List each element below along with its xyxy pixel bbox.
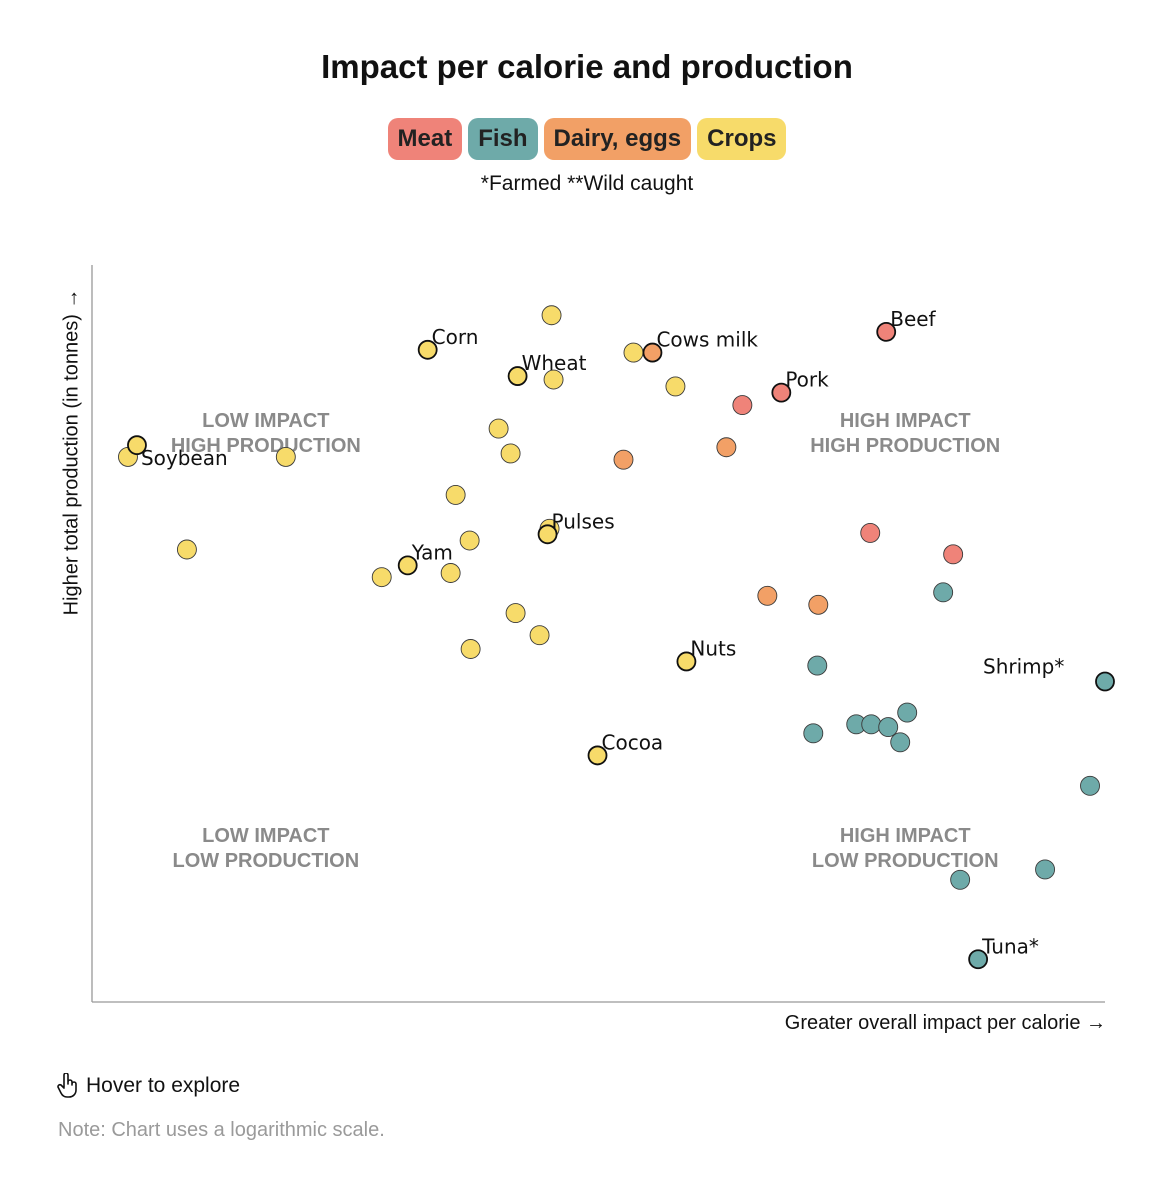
data-point-crops[interactable]: Wheat — Crops (507, 366, 528, 386)
data-point-fish[interactable]: Fish (1080, 775, 1100, 796)
data-point-meat[interactable]: Meat (860, 522, 881, 543)
data-point-fish[interactable]: Tuna* — Fish (968, 949, 989, 970)
data-point-crops[interactable]: Crops (445, 484, 466, 505)
quadrant-label: LOW IMPACT LOW PRODUCTION (173, 825, 360, 872)
data-point-fish[interactable]: Fish (807, 655, 828, 676)
point-label: Soybean (141, 446, 228, 470)
point-label: Cows milk (656, 328, 758, 352)
quadrant-label: HIGH IMPACT HIGH PRODUCTION (810, 410, 1000, 457)
legend: Meat Fish Dairy, eggs Crops (0, 118, 1174, 160)
data-point-meat[interactable]: Meat (732, 395, 753, 416)
data-point-fish[interactable]: Fish (950, 869, 971, 890)
data-point-crops[interactable]: Crops (488, 418, 509, 439)
scatter-plot: LOW IMPACT HIGH PRODUCTION HIGH IMPACT HIGH… (91, 265, 1115, 1003)
data-point-crops[interactable]: Crops (460, 639, 481, 659)
data-point-fish[interactable]: Fish (803, 723, 824, 744)
chart-title: Impact per calorie and production (321, 48, 853, 85)
data-point-crops[interactable]: Crops (665, 376, 686, 397)
data-point-crops[interactable]: Corn — Crops (417, 339, 438, 360)
data-point-dairy-eggs[interactable]: Dairy, eggs (613, 449, 634, 470)
point-label: Tuna* (981, 934, 1039, 958)
point-label: Nuts (690, 636, 736, 660)
data-point-fish[interactable]: Fish (1035, 859, 1056, 880)
data-point-crops[interactable]: Crops (529, 625, 550, 646)
data-point-crops[interactable]: Crops (275, 446, 296, 467)
data-point-crops[interactable]: Cocoa — Crops (587, 745, 608, 766)
hover-hint: Hover to explore (56, 1073, 240, 1099)
data-point-fish[interactable]: Fish (933, 582, 954, 603)
data-point-crops[interactable]: Crops (440, 563, 461, 583)
point-label: Yam (411, 540, 453, 564)
data-point-fish[interactable]: Shrimp* — Fish (1095, 671, 1115, 692)
data-point-crops[interactable]: Yam — Crops (397, 555, 418, 576)
quadrant-label: LOW IMPACT HIGH PRODUCTION (171, 410, 361, 457)
point-label: Shrimp* (983, 654, 1064, 678)
point-label: Wheat (522, 351, 587, 375)
quadrant-label: HIGH IMPACT LOW PRODUCTION (812, 825, 999, 872)
data-point-crops[interactable]: Crops (541, 305, 562, 326)
x-axis-label: Greater overall impact per calorie → (784, 1012, 1106, 1034)
legend-dairy-eggs[interactable]: Dairy, eggs (543, 118, 692, 160)
data-point-meat[interactable]: Meat (943, 544, 964, 565)
data-point-crops[interactable]: Crops (459, 530, 480, 551)
point-label: Pulses (552, 509, 615, 533)
data-point-meat[interactable]: Beef — Meat (876, 321, 897, 342)
data-point-crops[interactable]: Crops (500, 443, 521, 464)
data-point-crops[interactable]: Nuts — Crops (676, 651, 697, 672)
pointing-hand-icon (57, 1073, 77, 1098)
data-point-dairy-eggs[interactable]: Dairy, eggs (716, 437, 737, 458)
data-point-crops[interactable]: Crops (176, 539, 197, 560)
data-point-crops[interactable]: Crops (543, 369, 564, 390)
data-point-crops[interactable]: Crops (371, 567, 392, 588)
point-label: Cocoa (602, 730, 664, 754)
data-point-dairy-eggs[interactable]: Dairy, eggs (757, 585, 778, 606)
data-point-crops[interactable]: Crops (623, 342, 644, 363)
point-label: Beef (890, 307, 936, 331)
data-point-dairy-eggs[interactable]: Dairy, eggs (808, 594, 829, 615)
data-point-crops[interactable]: Soybean — Crops (127, 435, 147, 456)
point-label: Corn (432, 325, 479, 349)
data-point-fish[interactable]: Fish (890, 732, 911, 753)
legend-fish[interactable]: Fish (468, 118, 538, 160)
legend-crops[interactable]: Crops (697, 118, 787, 160)
data-point-fish[interactable]: Fish (861, 714, 882, 735)
data-point-crops[interactable]: Pulses — Crops (537, 524, 558, 545)
footnote: *Farmed **Wild caught (480, 172, 694, 195)
data-point-crops[interactable]: Crops (505, 603, 526, 624)
data-point-meat[interactable]: Pork — Meat (771, 382, 792, 403)
hover-hint-text: Hover to explore (86, 1074, 241, 1097)
data-point-dairy-eggs[interactable]: Cows milk — Dairy, eggs (642, 342, 663, 363)
y-axis-label: Higher total production (in tonnes) → (60, 288, 83, 616)
point-label: Pork (785, 368, 829, 392)
data-point-fish[interactable]: Fish (897, 702, 918, 723)
scale-note: Note: Chart uses a logarithmic scale. (58, 1119, 385, 1141)
legend-meat[interactable]: Meat (387, 118, 463, 160)
data-point-fish[interactable]: Fish (878, 717, 899, 738)
